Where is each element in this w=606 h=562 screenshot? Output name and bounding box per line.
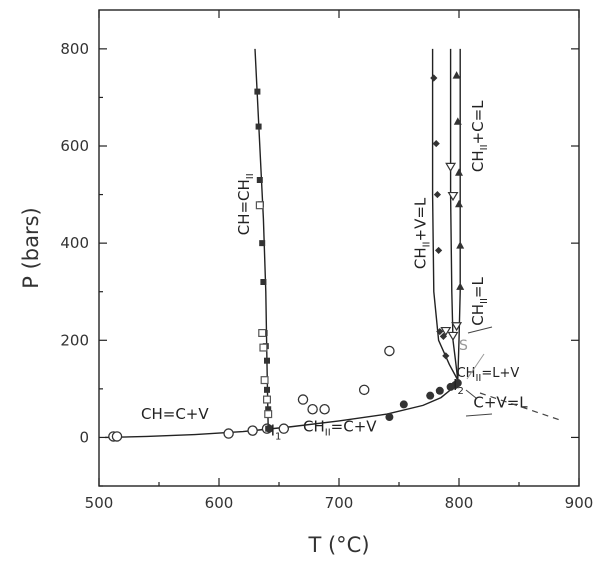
point-open-inverted-triangle — [445, 162, 457, 172]
arrow-s — [466, 353, 485, 380]
y-tick-label: 0 — [79, 428, 89, 446]
point-filled-square — [264, 386, 270, 393]
point-filled-circle — [399, 400, 408, 409]
point-open-inverted-triangle — [451, 322, 463, 332]
point-filled-diamond — [436, 327, 444, 336]
y-tick-label: 200 — [60, 331, 89, 349]
point-open-circle — [247, 425, 258, 436]
point-filled-triangle — [455, 168, 463, 176]
arrow-i2 — [465, 389, 477, 399]
point-filled-circle — [453, 379, 462, 388]
phase-boundary-curve — [431, 48, 459, 381]
point-filled-circle — [385, 413, 394, 422]
point-open-inverted-triangle — [440, 326, 452, 337]
point-filled-square — [256, 177, 263, 183]
data-points — [108, 71, 465, 442]
x-tick-label: 900 — [565, 494, 594, 512]
point-open-square — [259, 343, 268, 352]
point-filled-square — [264, 357, 270, 364]
point-filled-diamond — [433, 190, 441, 199]
phase-boundary-curve — [457, 48, 461, 381]
dashed-c-v-l — [479, 392, 561, 421]
point-open-circle — [223, 428, 234, 439]
point-filled-triangle — [456, 282, 465, 290]
y-axis-label: P (bars) — [19, 207, 43, 289]
point-filled-circle — [426, 391, 435, 400]
point-filled-triangle — [452, 71, 461, 79]
point-open-square — [264, 410, 273, 419]
x-axis-label: T (°C) — [307, 533, 369, 557]
phase-boundary-curve — [254, 48, 269, 429]
phase-label: CH=CHII — [235, 173, 256, 235]
point-filled-square — [260, 279, 267, 285]
phase-boundaries — [104, 48, 461, 439]
point-open-square — [258, 329, 267, 338]
point-open-square — [255, 201, 264, 210]
point-open-circle — [358, 384, 370, 396]
phase-label: CHII=L — [469, 276, 490, 325]
point-filled-square — [259, 240, 266, 247]
point-filled-square — [265, 406, 272, 413]
point-filled-circle — [435, 386, 444, 395]
y-tick-label: 400 — [60, 234, 89, 252]
x-tick-label: 800 — [445, 494, 474, 512]
arrow-chii-l — [467, 326, 493, 334]
x-tick-label: 700 — [325, 494, 354, 512]
point-open-circle — [384, 345, 395, 357]
point-filled-diamond — [432, 139, 440, 148]
point-open-circle — [111, 431, 123, 442]
point-open-circle — [297, 394, 309, 405]
phase-labels: CH=C+V CHII=C+V C+V=L CHII=L+V I1 I2 S CH=CHII C… — [141, 100, 528, 443]
point-filled-triangle — [456, 241, 465, 249]
y-tick-label: 600 — [60, 137, 89, 155]
phase-label: S — [459, 338, 468, 354]
point-filled-diamond — [435, 246, 443, 255]
point-filled-triangle — [453, 117, 462, 125]
x-tick-label: 500 — [85, 494, 114, 512]
phase-label: CHII=C+V — [303, 418, 377, 439]
phase-label: C+V=L — [473, 393, 528, 411]
point-open-circle — [307, 404, 318, 415]
point-filled-square — [255, 123, 262, 130]
point-filled-square — [265, 425, 272, 432]
point-open-square — [263, 395, 272, 404]
point-filled-diamond — [430, 74, 438, 82]
point-filled-diamond — [442, 352, 450, 360]
phase-label: I1 — [271, 421, 282, 442]
point-filled-triangle — [455, 199, 463, 208]
arrow-chii-c-l — [465, 413, 493, 417]
point-filled-diamond — [439, 332, 447, 340]
point-open-inverted-triangle — [447, 331, 459, 342]
y-tick-label: 800 — [60, 40, 89, 58]
phase-label: CH=C+V — [141, 405, 209, 423]
annotation-arrows — [465, 326, 561, 421]
point-open-inverted-triangle — [447, 191, 459, 202]
point-filled-square — [254, 88, 261, 95]
phase-label: CHII+V=L — [411, 197, 432, 269]
point-open-circle — [319, 404, 330, 415]
phase-label: CHII=L+V — [457, 366, 520, 384]
axis-ticks: 500 600 700 800 900 0 200 400 600 800 — [60, 10, 593, 512]
phase-label: CHII+C=L — [469, 100, 490, 172]
phase-label: I2 — [453, 376, 464, 397]
point-open-circle — [278, 423, 290, 434]
point-open-square — [260, 376, 269, 385]
x-tick-label: 600 — [205, 494, 234, 512]
